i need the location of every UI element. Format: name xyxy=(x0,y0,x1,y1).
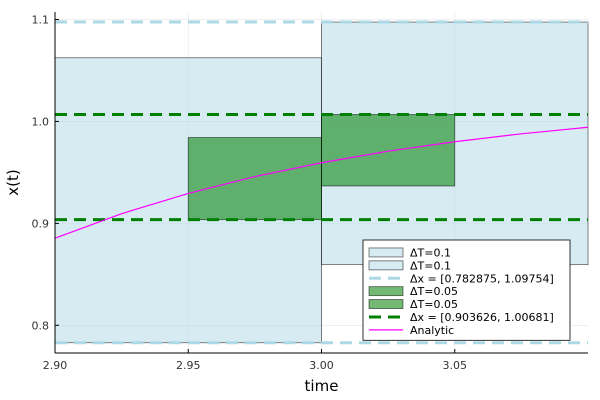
legend: ΔT=0.1ΔT=0.1Δx = [0.782875, 1.09754]ΔT=0… xyxy=(363,240,570,340)
x-tick-label: 2.95 xyxy=(176,359,201,372)
legend-label: Δx = [0.782875, 1.09754] xyxy=(410,272,554,285)
legend-label: Δx = [0.903626, 1.00681] xyxy=(410,311,554,324)
legend-swatch xyxy=(369,248,403,257)
legend-label: ΔT=0.05 xyxy=(410,298,458,311)
y-tick-label: 0.9 xyxy=(32,217,50,230)
interval-box-green-3 xyxy=(188,138,321,220)
legend-label: ΔT=0.1 xyxy=(410,246,451,259)
legend-swatch xyxy=(369,300,403,309)
y-tick-label: 1.0 xyxy=(32,115,50,128)
x-tick-label: 3.05 xyxy=(443,359,468,372)
y-tick-label: 0.8 xyxy=(32,319,50,332)
legend-label: ΔT=0.1 xyxy=(410,259,451,272)
x-tick-label: 2.90 xyxy=(43,359,68,372)
legend-swatch xyxy=(369,261,403,270)
x-axis-label: time xyxy=(305,377,339,395)
interval-box-green-4 xyxy=(322,115,455,186)
legend-label: ΔT=0.05 xyxy=(410,285,458,298)
y-axis-label: x(t) xyxy=(4,169,22,195)
y-tick-label: 1.1 xyxy=(32,14,50,27)
legend-label: Analytic xyxy=(410,324,454,337)
legend-swatch xyxy=(369,287,403,296)
x-tick-label: 3.00 xyxy=(309,359,334,372)
